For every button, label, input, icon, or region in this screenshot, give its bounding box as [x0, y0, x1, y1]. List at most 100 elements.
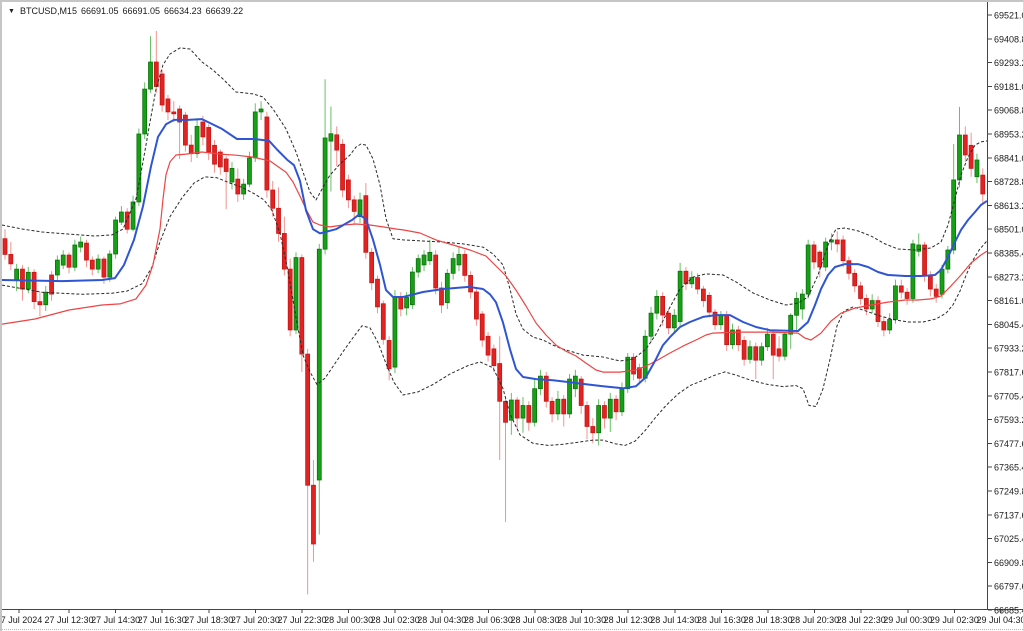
bear-candle: [811, 240, 817, 270]
bear-candle: [613, 395, 619, 421]
price-label: 66909.80: [994, 558, 1024, 568]
time-label: 29 Jul 00:30: [883, 615, 932, 625]
bull-candle: [671, 308, 677, 333]
price-label: 67933.20: [994, 344, 1024, 354]
time-label: 28 Jul 02:30: [371, 615, 420, 625]
bear-candle: [2, 229, 8, 260]
bull-candle: [194, 118, 200, 158]
bear-candle: [433, 250, 439, 295]
bear-candle: [474, 287, 479, 326]
time-label: 27 Jul 16:30: [138, 615, 187, 625]
price-label: 68385.40: [994, 249, 1024, 259]
bull-candle: [677, 262, 683, 326]
bull-candle: [607, 392, 613, 432]
bear-candle: [270, 180, 276, 217]
bear-candle: [386, 336, 392, 381]
bull-candle: [799, 289, 805, 320]
bull-candle: [316, 243, 322, 535]
time-label: 28 Jul 10:30: [557, 615, 606, 625]
blue-ma-line: [2, 118, 988, 390]
bear-candle: [933, 283, 939, 303]
time-label: 27 Jul 2024: [2, 615, 42, 625]
bear-candle: [311, 460, 316, 562]
candles-group: [2, 30, 986, 595]
bear-candle: [281, 216, 287, 276]
bear-candle: [503, 397, 508, 522]
bull-candle: [654, 290, 660, 320]
bear-candle: [124, 208, 130, 234]
price-label: 69068.80: [994, 106, 1024, 116]
bull-candle: [72, 239, 78, 272]
bull-candle: [887, 313, 893, 335]
bear-candle: [84, 239, 89, 268]
bull-candle: [142, 82, 148, 140]
red-ma-line: [2, 151, 988, 373]
bear-candle: [863, 294, 869, 316]
bear-candle: [276, 187, 281, 242]
ohlc-close: 66639.22: [205, 6, 244, 16]
bear-candle: [491, 344, 497, 372]
bear-candle: [479, 311, 485, 347]
price-axis[interactable]: 69521.00 69408.80 69293.20 69181.00 69068.80…: [988, 11, 1024, 616]
price-label: 68161.00: [994, 296, 1024, 306]
bear-candle: [526, 401, 532, 431]
bear-candle: [962, 126, 968, 163]
price-label: 66797.60: [994, 582, 1024, 592]
ohlc-high: 66691.05: [122, 6, 161, 16]
time-label: 28 Jul 08:30: [510, 615, 559, 625]
time-label: 28 Jul 06:30: [464, 615, 513, 625]
bear-candle: [369, 248, 375, 291]
bear-candle: [881, 317, 887, 337]
time-label: 27 Jul 18:30: [184, 615, 233, 625]
bear-candle: [37, 292, 43, 317]
bull-candle: [648, 306, 654, 343]
bull-candle: [252, 103, 258, 163]
price-label: 69521.00: [994, 11, 1024, 21]
bull-candle: [450, 252, 456, 280]
price-label: 68613.20: [994, 201, 1024, 211]
bear-candle: [340, 139, 345, 198]
time-label: 27 Jul 12:30: [44, 615, 93, 625]
bear-candle: [398, 292, 404, 317]
bull-candle: [555, 390, 561, 421]
time-label: 28 Jul 18:30: [743, 615, 792, 625]
bear-candle: [89, 256, 95, 276]
price-label: 67365.40: [994, 463, 1024, 473]
bear-candle: [578, 376, 584, 414]
bull-candle: [794, 292, 799, 333]
bear-candle: [49, 271, 54, 301]
bear-candle: [543, 371, 549, 408]
bear-candle: [846, 256, 852, 280]
bear-candle: [375, 275, 380, 314]
bear-candle: [66, 252, 72, 274]
time-label: 28 Jul 14:30: [650, 615, 699, 625]
time-label: 29 Jul 04:30: [976, 615, 1024, 625]
bear-candle: [602, 401, 607, 429]
bear-candle: [485, 332, 491, 362]
bear-candle: [706, 292, 712, 318]
bear-candle: [817, 250, 823, 278]
price-label: 69293.20: [994, 58, 1024, 68]
bull-candle: [567, 374, 572, 419]
bear-candle: [637, 363, 642, 385]
price-label: 69181.00: [994, 82, 1024, 92]
chart-title: ▼ BTCUSD,M15 66691.05 66691.05 66634.23 66639…: [8, 6, 247, 26]
bull-candle: [392, 290, 398, 373]
bear-candle: [514, 397, 520, 429]
bear-candle: [346, 174, 351, 209]
time-label: 27 Jul 22:30: [277, 615, 326, 625]
bear-candle: [980, 168, 986, 205]
bear-candle: [695, 273, 700, 295]
time-label: 28 Jul 22:30: [837, 615, 886, 625]
price-label: 67025.40: [994, 534, 1024, 544]
bear-candle: [858, 281, 863, 305]
bull-candle: [415, 254, 421, 278]
time-label: 28 Jul 04:30: [417, 615, 466, 625]
bear-candle: [305, 348, 311, 595]
bull-candle: [759, 342, 764, 366]
bull-candle: [805, 239, 811, 299]
price-label: 67705.40: [994, 391, 1024, 401]
bear-candle: [177, 105, 182, 159]
